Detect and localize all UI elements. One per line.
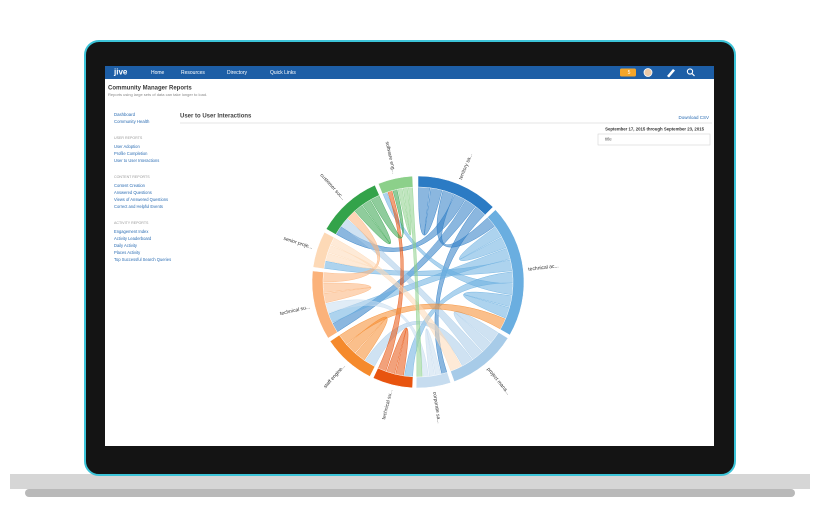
sidebar-link[interactable]: Top Successful Search Queries	[114, 257, 171, 262]
sidebar-heading: ACTIVITY REPORTS	[114, 221, 149, 225]
sidebar-link[interactable]: Views of Answered Questions	[114, 197, 168, 202]
chord-group-label: corporate sa...	[431, 391, 442, 424]
report-title: User to User Interactions	[180, 114, 252, 120]
compose-icon[interactable]	[667, 69, 675, 78]
nav-bar	[105, 66, 714, 79]
nav-item[interactable]: Home	[151, 70, 165, 76]
sidebar-link[interactable]: Content Creation	[114, 183, 146, 188]
download-link[interactable]: Download CSV	[678, 115, 709, 120]
chord-group-arc[interactable]	[450, 331, 509, 382]
date-range[interactable]: September 17, 2015 through September 23,…	[605, 127, 704, 132]
nav-item[interactable]: Directory	[227, 70, 248, 76]
nav-item[interactable]: Resources	[181, 70, 205, 76]
chord-group-arc[interactable]	[311, 270, 338, 339]
laptop-base	[10, 474, 810, 489]
chord-group-arc[interactable]	[417, 175, 494, 216]
sidebar-link[interactable]: Activity Leaderboard	[114, 236, 152, 241]
sidebar-link[interactable]: User Adoption	[114, 144, 140, 149]
laptop-base-edge	[25, 489, 795, 497]
chord-group-arc[interactable]	[487, 209, 525, 336]
filter-dropdown[interactable]	[597, 133, 711, 146]
sidebar-link[interactable]: User to User Interactions	[114, 158, 159, 163]
notification-badge[interactable]	[620, 68, 636, 77]
sidebar-link[interactable]: Places Activity	[114, 250, 141, 255]
chord-group-arc[interactable]	[329, 334, 376, 377]
filter-value: title	[605, 137, 612, 142]
logo[interactable]: jive	[113, 68, 128, 77]
chord-group-arc[interactable]	[377, 175, 414, 195]
sidebar: Dashboard Community Health USER REPORTS Use…	[114, 112, 171, 262]
nav-item[interactable]: Quick Links	[270, 70, 296, 76]
chord-group-label: technical ac...	[528, 263, 559, 272]
chord-group-arc[interactable]	[325, 184, 380, 235]
chord-group-arc[interactable]	[312, 231, 335, 270]
badge-count: 5	[628, 70, 631, 76]
avatar[interactable]	[643, 68, 653, 77]
chord-group-arc[interactable]	[415, 372, 452, 389]
sidebar-link[interactable]: Daily Activity	[114, 243, 138, 248]
sidebar-heading: USER REPORTS	[114, 136, 143, 140]
search-icon-handle	[691, 73, 695, 77]
sidebar-link[interactable]: Community Health	[114, 119, 150, 124]
sidebar-link[interactable]: Engagement Index	[114, 229, 148, 234]
page-title: Community Manager Reports	[108, 86, 192, 92]
chord-group-arc[interactable]	[372, 367, 414, 389]
sidebar-link[interactable]: Dashboard	[114, 112, 136, 117]
search-icon[interactable]	[686, 68, 694, 75]
sidebar-link[interactable]: Correct and Helpful Events	[114, 204, 163, 209]
page-subtitle: Reports using large sets of data can tak…	[108, 92, 207, 97]
sidebar-heading: CONTENT REPORTS	[114, 175, 150, 179]
sidebar-link[interactable]: Profile Completion	[114, 151, 148, 156]
sidebar-link[interactable]: Answered Questions	[114, 190, 152, 195]
